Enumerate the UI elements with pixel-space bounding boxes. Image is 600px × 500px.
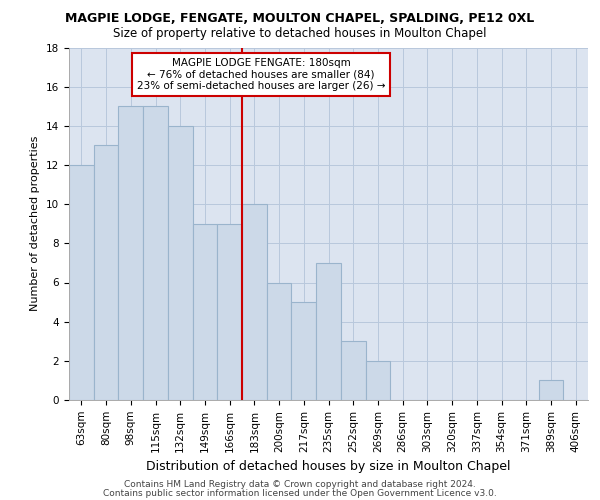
Bar (365, 361, 390, 400)
Bar (292, 302, 316, 400)
Bar (94, 146, 118, 400)
Bar (69, 165, 94, 400)
Text: Contains public sector information licensed under the Open Government Licence v3: Contains public sector information licen… (103, 489, 497, 498)
Y-axis label: Number of detached properties: Number of detached properties (31, 136, 40, 312)
Bar (118, 106, 143, 400)
Bar (143, 106, 168, 400)
Bar (267, 282, 292, 400)
Text: Size of property relative to detached houses in Moulton Chapel: Size of property relative to detached ho… (113, 28, 487, 40)
Bar (242, 204, 267, 400)
Bar (316, 263, 341, 400)
Bar (193, 224, 217, 400)
Bar (341, 341, 365, 400)
Bar (217, 224, 242, 400)
Bar (539, 380, 563, 400)
Text: Contains HM Land Registry data © Crown copyright and database right 2024.: Contains HM Land Registry data © Crown c… (124, 480, 476, 489)
X-axis label: Distribution of detached houses by size in Moulton Chapel: Distribution of detached houses by size … (146, 460, 511, 473)
Bar (168, 126, 193, 400)
Text: MAGPIE LODGE FENGATE: 180sqm
← 76% of detached houses are smaller (84)
23% of se: MAGPIE LODGE FENGATE: 180sqm ← 76% of de… (137, 58, 385, 92)
Text: MAGPIE LODGE, FENGATE, MOULTON CHAPEL, SPALDING, PE12 0XL: MAGPIE LODGE, FENGATE, MOULTON CHAPEL, S… (65, 12, 535, 26)
